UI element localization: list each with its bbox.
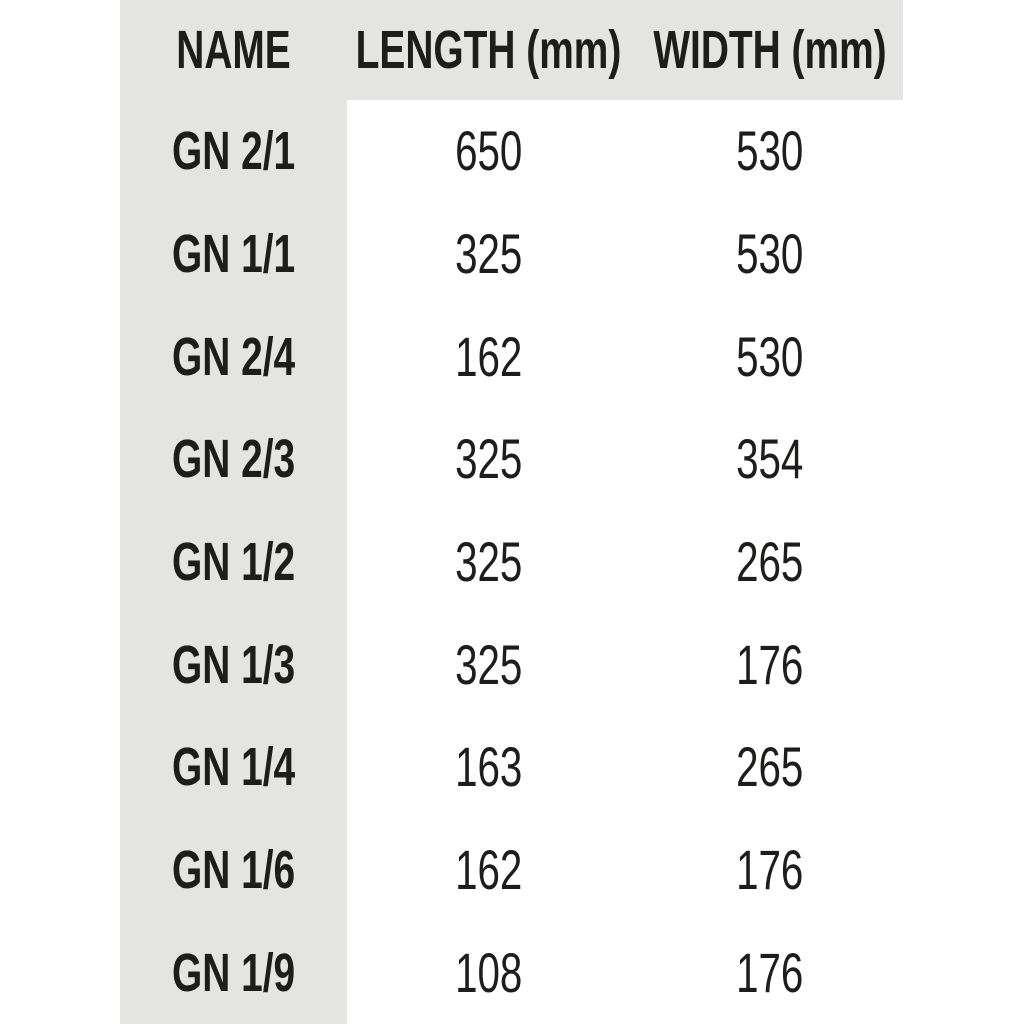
width-value: 354 [736,427,804,491]
cell-name: GN 1/9 [120,921,347,1024]
width-value: 176 [736,838,804,902]
column-header-name-label: NAME [176,20,291,80]
width-value: 176 [736,940,804,1004]
cell-name: GN 1/1 [120,203,347,306]
row-name-label: GN 2/1 [171,121,296,182]
table-row: GN 1/4 163 265 [120,716,910,819]
width-value: 530 [736,119,804,183]
row-name-label: GN 1/9 [171,942,296,1003]
cell-length: 108 [347,921,630,1024]
row-name-label: GN 1/4 [171,737,296,798]
cell-length: 325 [347,511,630,614]
table-row: GN 1/9 108 176 [120,921,910,1024]
table-row: GN 1/1 325 530 [120,203,910,306]
length-value: 108 [454,940,523,1004]
cell-width: 265 [630,511,910,614]
cell-width: 176 [630,921,910,1024]
cell-name: GN 2/1 [120,100,347,203]
cell-length: 162 [347,819,630,922]
spec-table: NAME LENGTH (mm) WIDTH (mm) GN 2/1 650 5… [120,0,910,1024]
table-row: GN 1/6 162 176 [120,819,910,922]
cell-width: 530 [630,203,910,306]
column-header-width: WIDTH (mm) [630,0,910,100]
length-value: 162 [454,838,523,902]
row-name-label: GN 1/6 [171,840,296,901]
row-name-label: GN 1/2 [171,532,296,593]
width-value: 530 [736,324,804,388]
width-value: 530 [736,222,804,285]
cell-length: 650 [347,100,630,203]
column-header-name: NAME [120,0,347,100]
cell-name: GN 2/3 [120,408,347,511]
row-name-label: GN 2/4 [171,326,296,387]
cell-width: 265 [630,716,910,819]
cell-length: 325 [347,613,630,716]
cell-name: GN 1/6 [120,819,347,922]
cell-width: 176 [630,613,910,716]
table-row: GN 2/1 650 530 [120,100,910,203]
cell-length: 325 [347,408,630,511]
cell-width: 354 [630,408,910,511]
table-row: GN 1/3 325 176 [120,613,910,716]
cell-length: 163 [347,716,630,819]
cell-name: GN 2/4 [120,305,347,408]
cell-name: GN 1/2 [120,511,347,614]
row-name-label: GN 1/3 [171,634,296,695]
table-header-row: NAME LENGTH (mm) WIDTH (mm) [120,0,910,100]
row-name-label: GN 1/1 [171,224,296,284]
length-value: 325 [454,427,523,491]
width-value: 265 [736,530,804,594]
length-value: 163 [454,735,523,799]
width-value: 176 [736,632,804,696]
cell-name: GN 1/3 [120,613,347,716]
column-header-length: LENGTH (mm) [347,0,630,100]
name-column-band [120,0,347,1024]
column-header-width-label: WIDTH (mm) [653,20,887,80]
cell-width: 530 [630,100,910,203]
length-value: 325 [454,530,523,594]
cell-width: 530 [630,305,910,408]
length-value: 325 [454,222,523,285]
table-row: GN 2/3 325 354 [120,408,910,511]
length-value: 162 [454,324,523,388]
cell-name: GN 1/4 [120,716,347,819]
cell-width: 176 [630,819,910,922]
cell-length: 325 [347,203,630,306]
width-value: 265 [736,735,804,799]
length-value: 650 [454,119,523,183]
cell-length: 162 [347,305,630,408]
row-name-label: GN 2/3 [171,429,296,490]
table-row: GN 1/2 325 265 [120,511,910,614]
table-row: GN 2/4 162 530 [120,305,910,408]
column-header-length-label: LENGTH (mm) [355,20,622,80]
length-value: 325 [454,632,523,696]
